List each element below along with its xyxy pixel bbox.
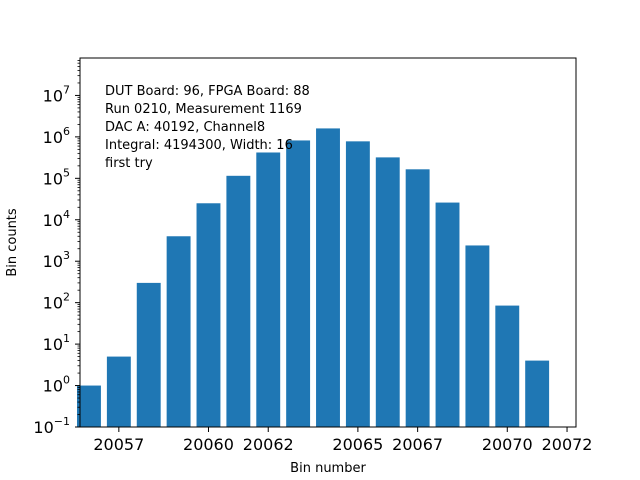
annotation-box: DUT Board: 96, FPGA Board: 88 Run 0210, M… bbox=[105, 84, 310, 171]
y-axis-label: Bin counts bbox=[5, 208, 20, 277]
x-tick-label: 20067 bbox=[392, 435, 443, 454]
y-tick-label: 103 bbox=[43, 249, 70, 271]
y-axis-ticks: 10−1 100 101 102 103 104 105 106 107 bbox=[33, 60, 80, 437]
y-tick-label: 104 bbox=[43, 208, 70, 230]
annotation-line: DAC A: 40192, Channel8 bbox=[105, 120, 265, 135]
bar bbox=[435, 202, 460, 427]
annotation-line: first try bbox=[105, 156, 153, 171]
annotation-line: Run 0210, Measurement 1169 bbox=[105, 102, 302, 117]
bar bbox=[405, 169, 430, 427]
bar bbox=[286, 140, 311, 427]
y-tick-label: 106 bbox=[43, 125, 70, 147]
y-tick-label: 102 bbox=[43, 291, 70, 313]
x-tick-label: 20070 bbox=[482, 435, 533, 454]
y-tick-label: 100 bbox=[43, 374, 70, 396]
bar bbox=[375, 157, 400, 428]
bar bbox=[226, 175, 251, 427]
bar bbox=[196, 203, 221, 427]
x-axis-ticks: 20057 20060 20062 20065 20067 20070 20072 bbox=[93, 427, 592, 454]
bars-group bbox=[77, 128, 550, 428]
plot-frame bbox=[79, 57, 577, 428]
bar bbox=[525, 360, 550, 427]
y-tick-label: 10−1 bbox=[33, 415, 70, 437]
bar bbox=[465, 245, 490, 427]
bar bbox=[77, 385, 101, 427]
annotation-line: Integral: 4194300, Width: 16 bbox=[105, 138, 293, 153]
x-tick-label: 20062 bbox=[243, 435, 294, 454]
annotation-line: DUT Board: 96, FPGA Board: 88 bbox=[105, 84, 310, 99]
bar bbox=[106, 356, 131, 427]
bar bbox=[166, 236, 191, 427]
x-axis-label: Bin number bbox=[290, 461, 366, 476]
x-tick-label: 20065 bbox=[332, 435, 383, 454]
x-tick-label: 20060 bbox=[183, 435, 234, 454]
bar bbox=[256, 152, 281, 428]
bar bbox=[316, 128, 340, 427]
bar bbox=[136, 282, 161, 427]
y-tick-label: 105 bbox=[43, 166, 70, 188]
y-tick-label: 107 bbox=[43, 83, 70, 105]
bar bbox=[345, 141, 370, 428]
x-tick-label: 20072 bbox=[542, 435, 593, 454]
x-tick-label: 20057 bbox=[93, 435, 144, 454]
y-tick-label: 101 bbox=[43, 332, 70, 354]
bar bbox=[495, 305, 520, 427]
